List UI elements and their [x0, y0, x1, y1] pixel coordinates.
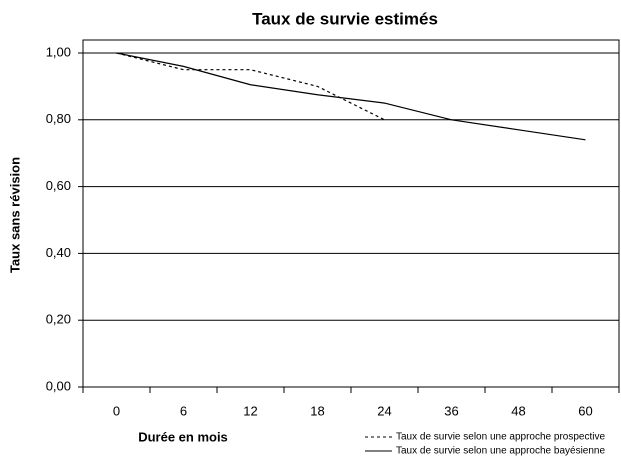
- x-tick-label: 6: [180, 403, 187, 418]
- x-tick-label: 0: [113, 403, 120, 418]
- y-tick-label: 1,00: [46, 44, 71, 59]
- x-tick-label: 36: [444, 403, 458, 418]
- legend-label: Taux de survie selon une approche bayési…: [396, 446, 605, 457]
- x-axis-label: Durée en mois: [138, 429, 228, 444]
- y-tick-label: 0,40: [46, 245, 71, 260]
- y-tick-label: 0,20: [46, 312, 71, 327]
- x-tick-label: 18: [310, 403, 324, 418]
- x-tick-label: 60: [578, 403, 592, 418]
- plot-frame: [82, 39, 620, 388]
- legend-label: Taux de survie selon une approche prospe…: [396, 432, 605, 443]
- y-tick-label: 0,80: [46, 111, 71, 126]
- x-tick-label: 24: [377, 403, 391, 418]
- line-series: [116, 52, 385, 121]
- x-tick-label: 12: [243, 403, 257, 418]
- y-tick-label: 0,00: [46, 378, 71, 393]
- y-tick-label: 0,60: [46, 178, 71, 193]
- chart-title: Taux de survie estimés: [252, 9, 438, 28]
- y-axis-label: Taux sans révision: [7, 157, 22, 273]
- line-series: [116, 52, 586, 141]
- x-tick-label: 48: [511, 403, 525, 418]
